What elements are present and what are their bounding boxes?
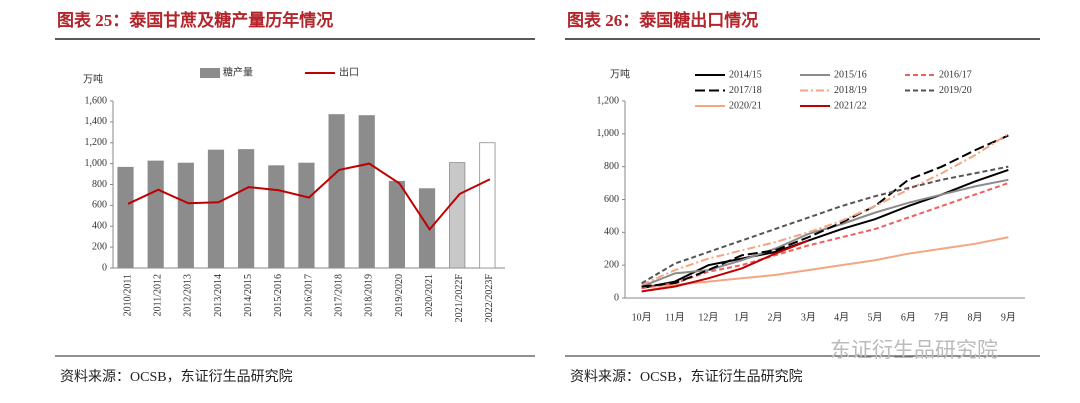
y-tick-label: 800 <box>604 161 619 172</box>
line <box>641 236 1009 293</box>
y-tick-label: 1,000 <box>85 158 108 169</box>
x-tick-label: 2015/2016 <box>273 274 284 317</box>
chart-title: 图表 25：泰国甘蔗及糖产量历年情况 <box>57 10 333 30</box>
legend-label: 2016/17 <box>939 69 972 80</box>
x-tick-label: 2010/2011 <box>122 274 133 316</box>
bar <box>388 180 405 269</box>
y-tick-label: 1,200 <box>597 95 620 106</box>
x-tick-label: 4月 <box>834 311 849 323</box>
legend-label: 糖产量 <box>223 65 253 78</box>
x-tick-label: 2012/2013 <box>183 274 194 317</box>
x-tick-label: 2014/2015 <box>243 274 254 317</box>
x-tick-label: 2021/2022F <box>454 274 465 323</box>
x-tick-label: 2018/2019 <box>364 274 375 317</box>
legend-label: 2021/22 <box>834 100 867 111</box>
y-tick-label: 800 <box>92 179 107 190</box>
x-tick-label: 5月 <box>868 311 883 323</box>
y-tick-label: 600 <box>92 200 107 211</box>
y-tick-label: 600 <box>604 194 619 205</box>
y-tick-label: 400 <box>604 227 619 238</box>
y-tick-label: 0 <box>614 292 619 303</box>
x-tick-label: 2020/2021 <box>424 274 435 317</box>
x-tick-label: 7月 <box>934 311 949 323</box>
x-tick-label: 2022/2023F <box>484 274 495 323</box>
x-tick-label: 11月 <box>665 311 685 323</box>
y-tick-label: 1,400 <box>85 116 108 127</box>
legend-label: 出口 <box>339 65 359 78</box>
x-tick-label: 2011/2012 <box>153 274 164 316</box>
x-tick-label: 6月 <box>901 311 916 323</box>
line <box>641 239 809 293</box>
watermark: 东证衍生品研究院 <box>830 338 998 362</box>
bar <box>268 165 285 269</box>
y-axis-unit: 万吨 <box>610 67 630 80</box>
bar <box>449 162 466 269</box>
source: 资料来源：OCSB，东证衍生品研究院 <box>60 369 293 385</box>
chart-title: 图表 26：泰国糖出口情况 <box>567 10 758 30</box>
bar <box>298 162 315 269</box>
x-tick-label: 2月 <box>768 311 783 323</box>
bar <box>147 160 164 269</box>
bar <box>238 149 255 269</box>
y-tick-label: 200 <box>604 259 619 270</box>
legend-label: 2020/21 <box>729 100 762 111</box>
line <box>641 165 1009 285</box>
x-tick-label: 1月 <box>734 311 749 323</box>
x-tick-label: 10月 <box>632 311 652 323</box>
y-tick-label: 200 <box>92 241 107 252</box>
bar <box>177 162 194 269</box>
x-tick-label: 8月 <box>968 311 983 323</box>
line <box>641 132 1009 286</box>
x-tick-label: 2017/2018 <box>333 274 344 317</box>
bar <box>207 149 225 269</box>
y-tick-label: 1,000 <box>597 128 620 139</box>
legend-label: 2018/19 <box>834 85 867 96</box>
y-tick-label: 1,200 <box>85 137 108 148</box>
x-tick-label: 9月 <box>1001 311 1016 323</box>
y-tick-label: 1,600 <box>85 95 108 106</box>
x-tick-label: 3月 <box>801 311 816 323</box>
x-tick-label: 12月 <box>698 311 718 323</box>
source: 资料来源：OCSB，东证衍生品研究院 <box>570 369 803 385</box>
x-tick-label: 2016/2017 <box>303 274 314 317</box>
bar <box>117 166 134 269</box>
legend-label: 2014/15 <box>729 69 762 80</box>
legend-label: 2019/20 <box>939 85 972 96</box>
legend-label: 2015/16 <box>834 69 867 80</box>
line <box>641 178 1009 288</box>
bar <box>418 188 436 269</box>
y-tick-label: 0 <box>102 262 107 273</box>
line <box>641 134 1009 288</box>
x-tick-label: 2013/2014 <box>213 274 224 317</box>
line <box>127 162 491 232</box>
y-axis-unit: 万吨 <box>83 72 103 85</box>
legend-swatch <box>200 68 220 78</box>
bar <box>358 115 375 269</box>
x-tick-label: 2019/2020 <box>394 274 405 317</box>
bar <box>479 142 496 269</box>
bar <box>328 114 345 269</box>
legend-label: 2017/18 <box>729 85 762 96</box>
y-tick-label: 400 <box>92 221 107 232</box>
